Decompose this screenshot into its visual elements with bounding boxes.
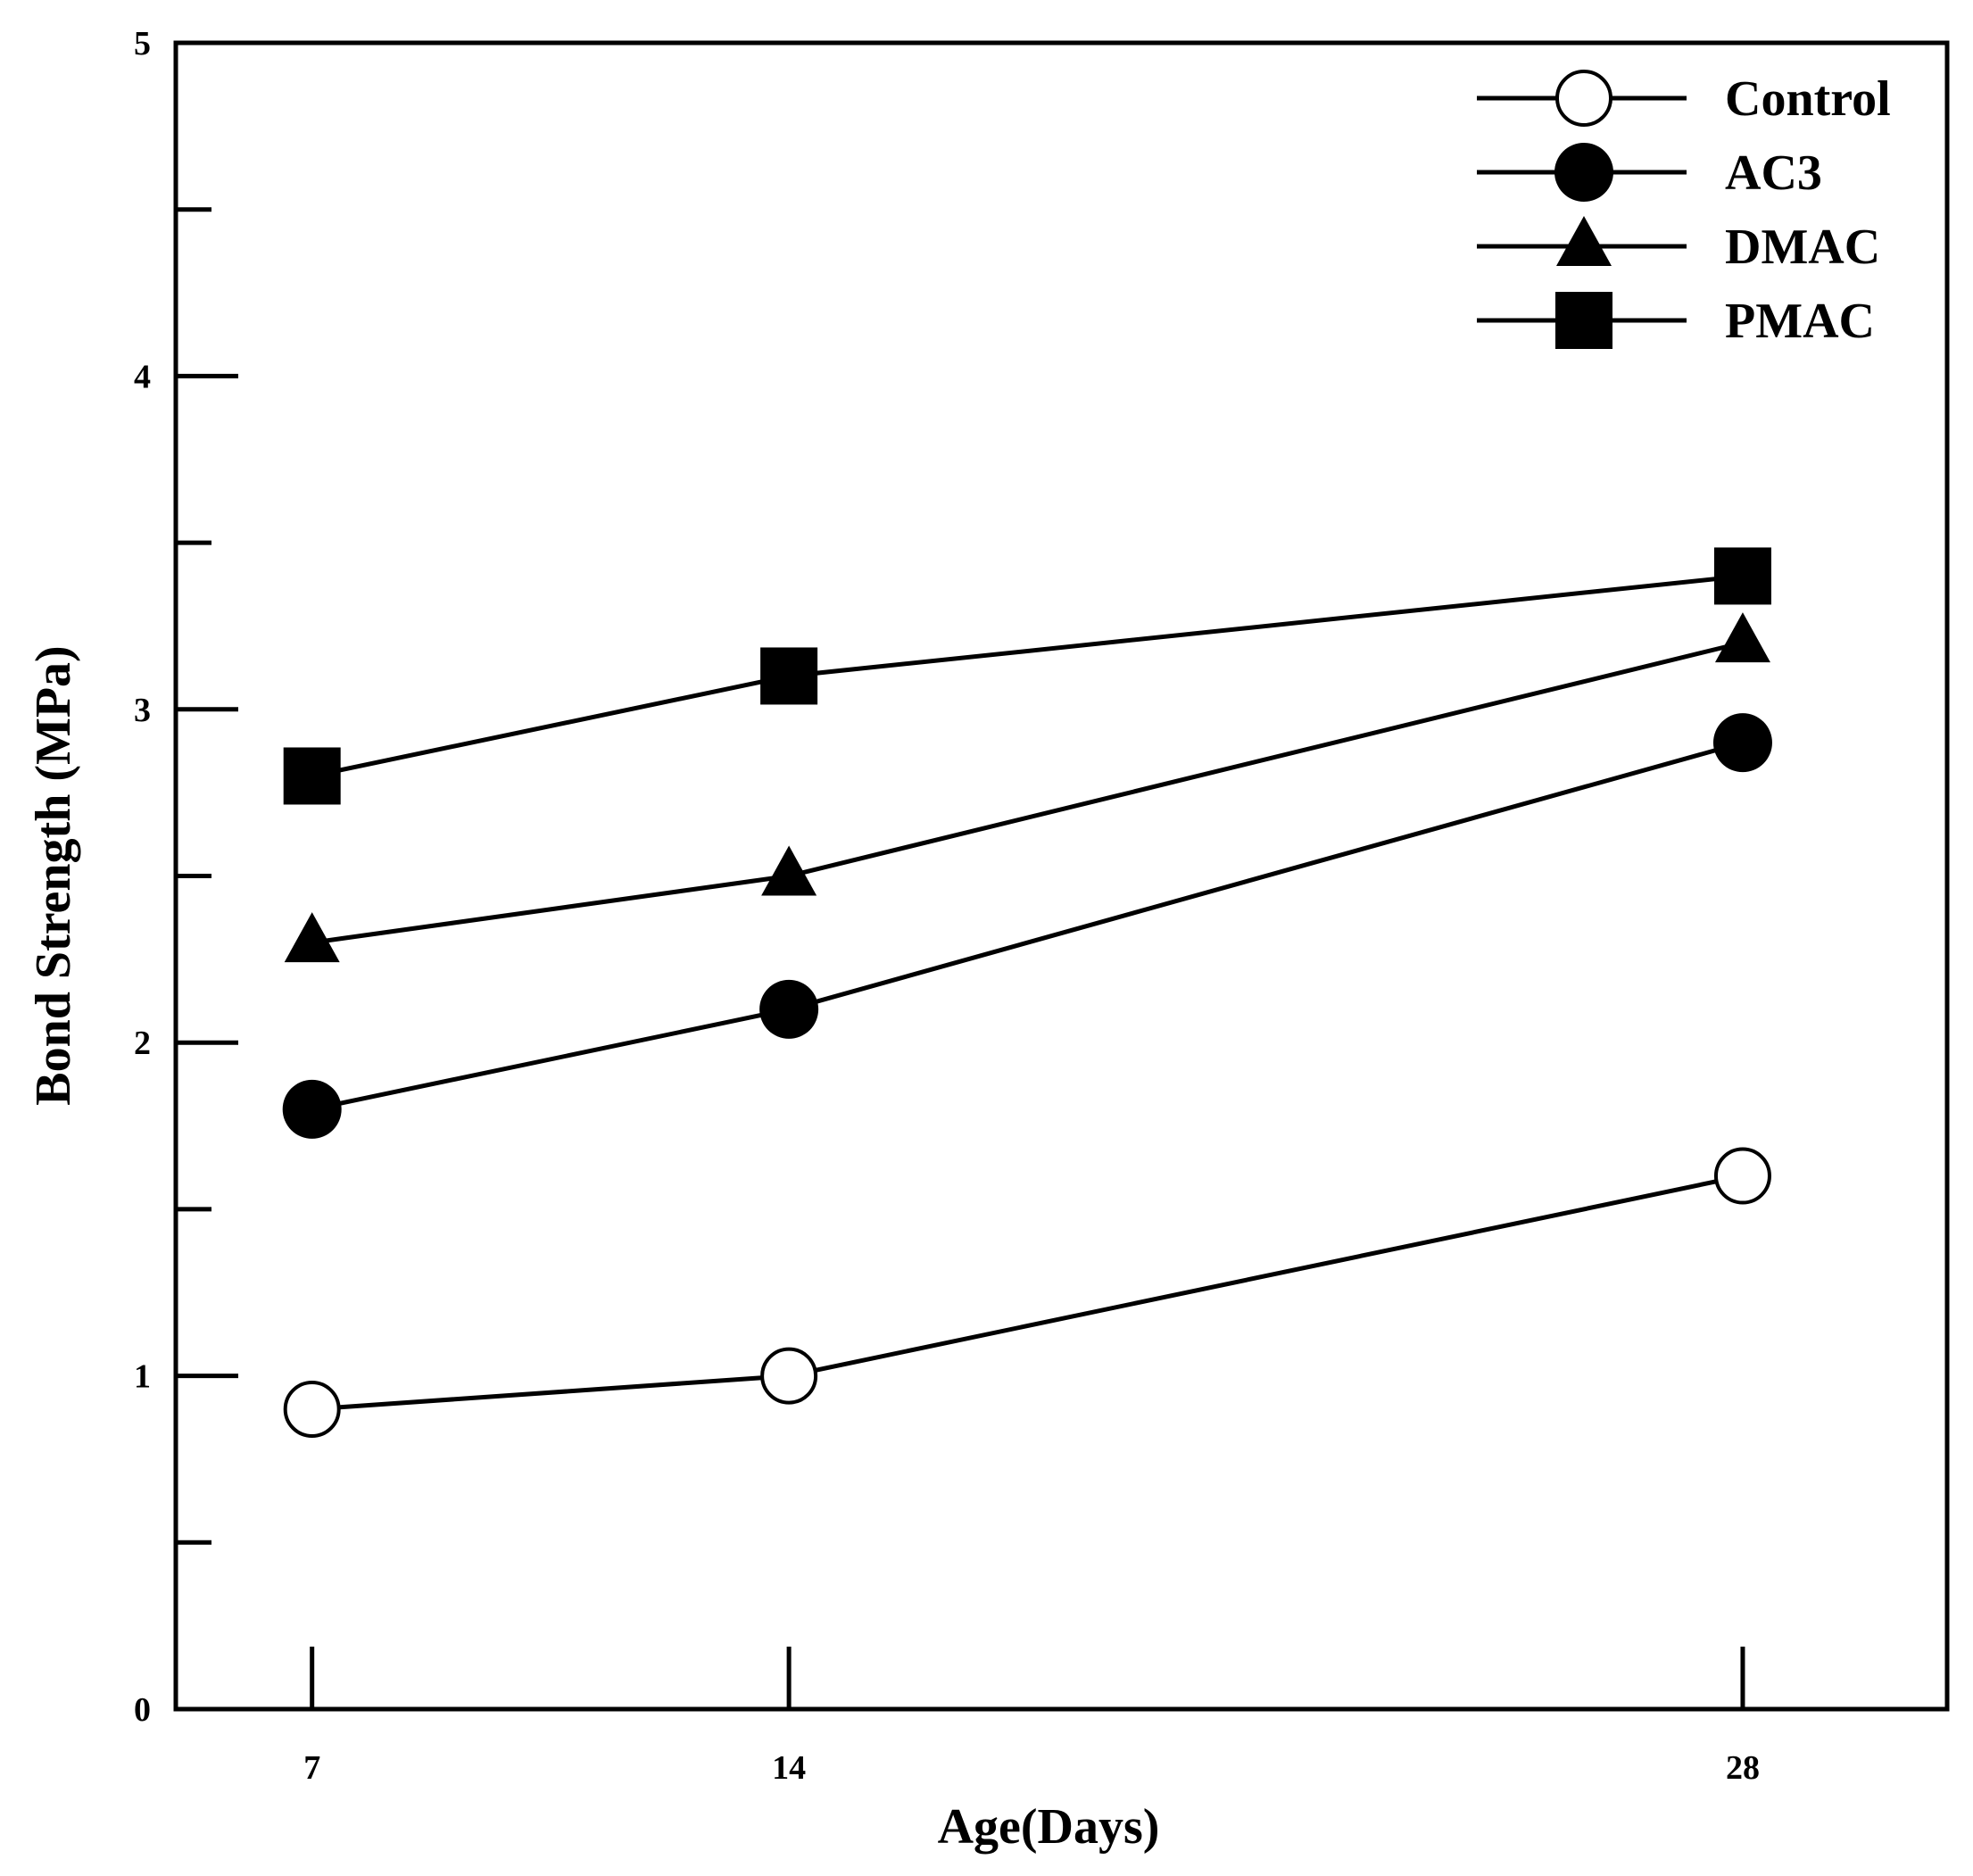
- plot-frame: [173, 40, 1950, 1712]
- y-tick-label: 4: [134, 358, 151, 395]
- legend-marker-dmac: [1556, 216, 1612, 266]
- x-tick-label: 28: [1726, 1749, 1760, 1787]
- data-point-ac3: [1712, 713, 1772, 773]
- y-tick-label: 5: [134, 25, 151, 62]
- data-point-dmac: [284, 912, 340, 963]
- y-tick-label: 3: [134, 692, 151, 729]
- y-tick-label: 1: [134, 1358, 151, 1396]
- data-point-control: [1713, 1147, 1771, 1205]
- legend-marker-ac3: [1554, 143, 1613, 202]
- data-point-dmac: [1714, 612, 1770, 663]
- y-tick-label: 0: [134, 1691, 151, 1729]
- data-point-pmac: [283, 747, 341, 805]
- legend-label-ac3: AC3: [1725, 145, 1822, 201]
- legend: Control AC3 DMAC PMAC: [1477, 70, 1891, 349]
- legend-label-control: Control: [1725, 71, 1891, 127]
- series-layer: [282, 547, 1772, 1438]
- data-point-pmac: [760, 647, 818, 705]
- y-axis-title: Bond Strength (MPa): [26, 645, 81, 1105]
- data-point-control: [760, 1347, 818, 1405]
- x-tick-label: 7: [303, 1749, 320, 1787]
- legend-label-pmac: PMAC: [1725, 294, 1875, 349]
- data-point-control: [283, 1380, 341, 1438]
- legend-marker-control: [1555, 70, 1612, 127]
- labels-layer: 0 1 2 3 4 5 7 14 28: [134, 25, 1760, 1787]
- data-point-pmac: [1713, 547, 1771, 605]
- x-tick-label: 14: [772, 1749, 806, 1787]
- legend-label-dmac: DMAC: [1725, 220, 1880, 275]
- legend-marker-pmac: [1555, 292, 1612, 349]
- x-axis-title: Age(Days): [938, 1799, 1160, 1855]
- data-point-ac3: [282, 1079, 342, 1139]
- data-point-dmac: [761, 845, 817, 896]
- data-point-ac3: [759, 979, 819, 1039]
- y-tick-label: 2: [134, 1025, 151, 1062]
